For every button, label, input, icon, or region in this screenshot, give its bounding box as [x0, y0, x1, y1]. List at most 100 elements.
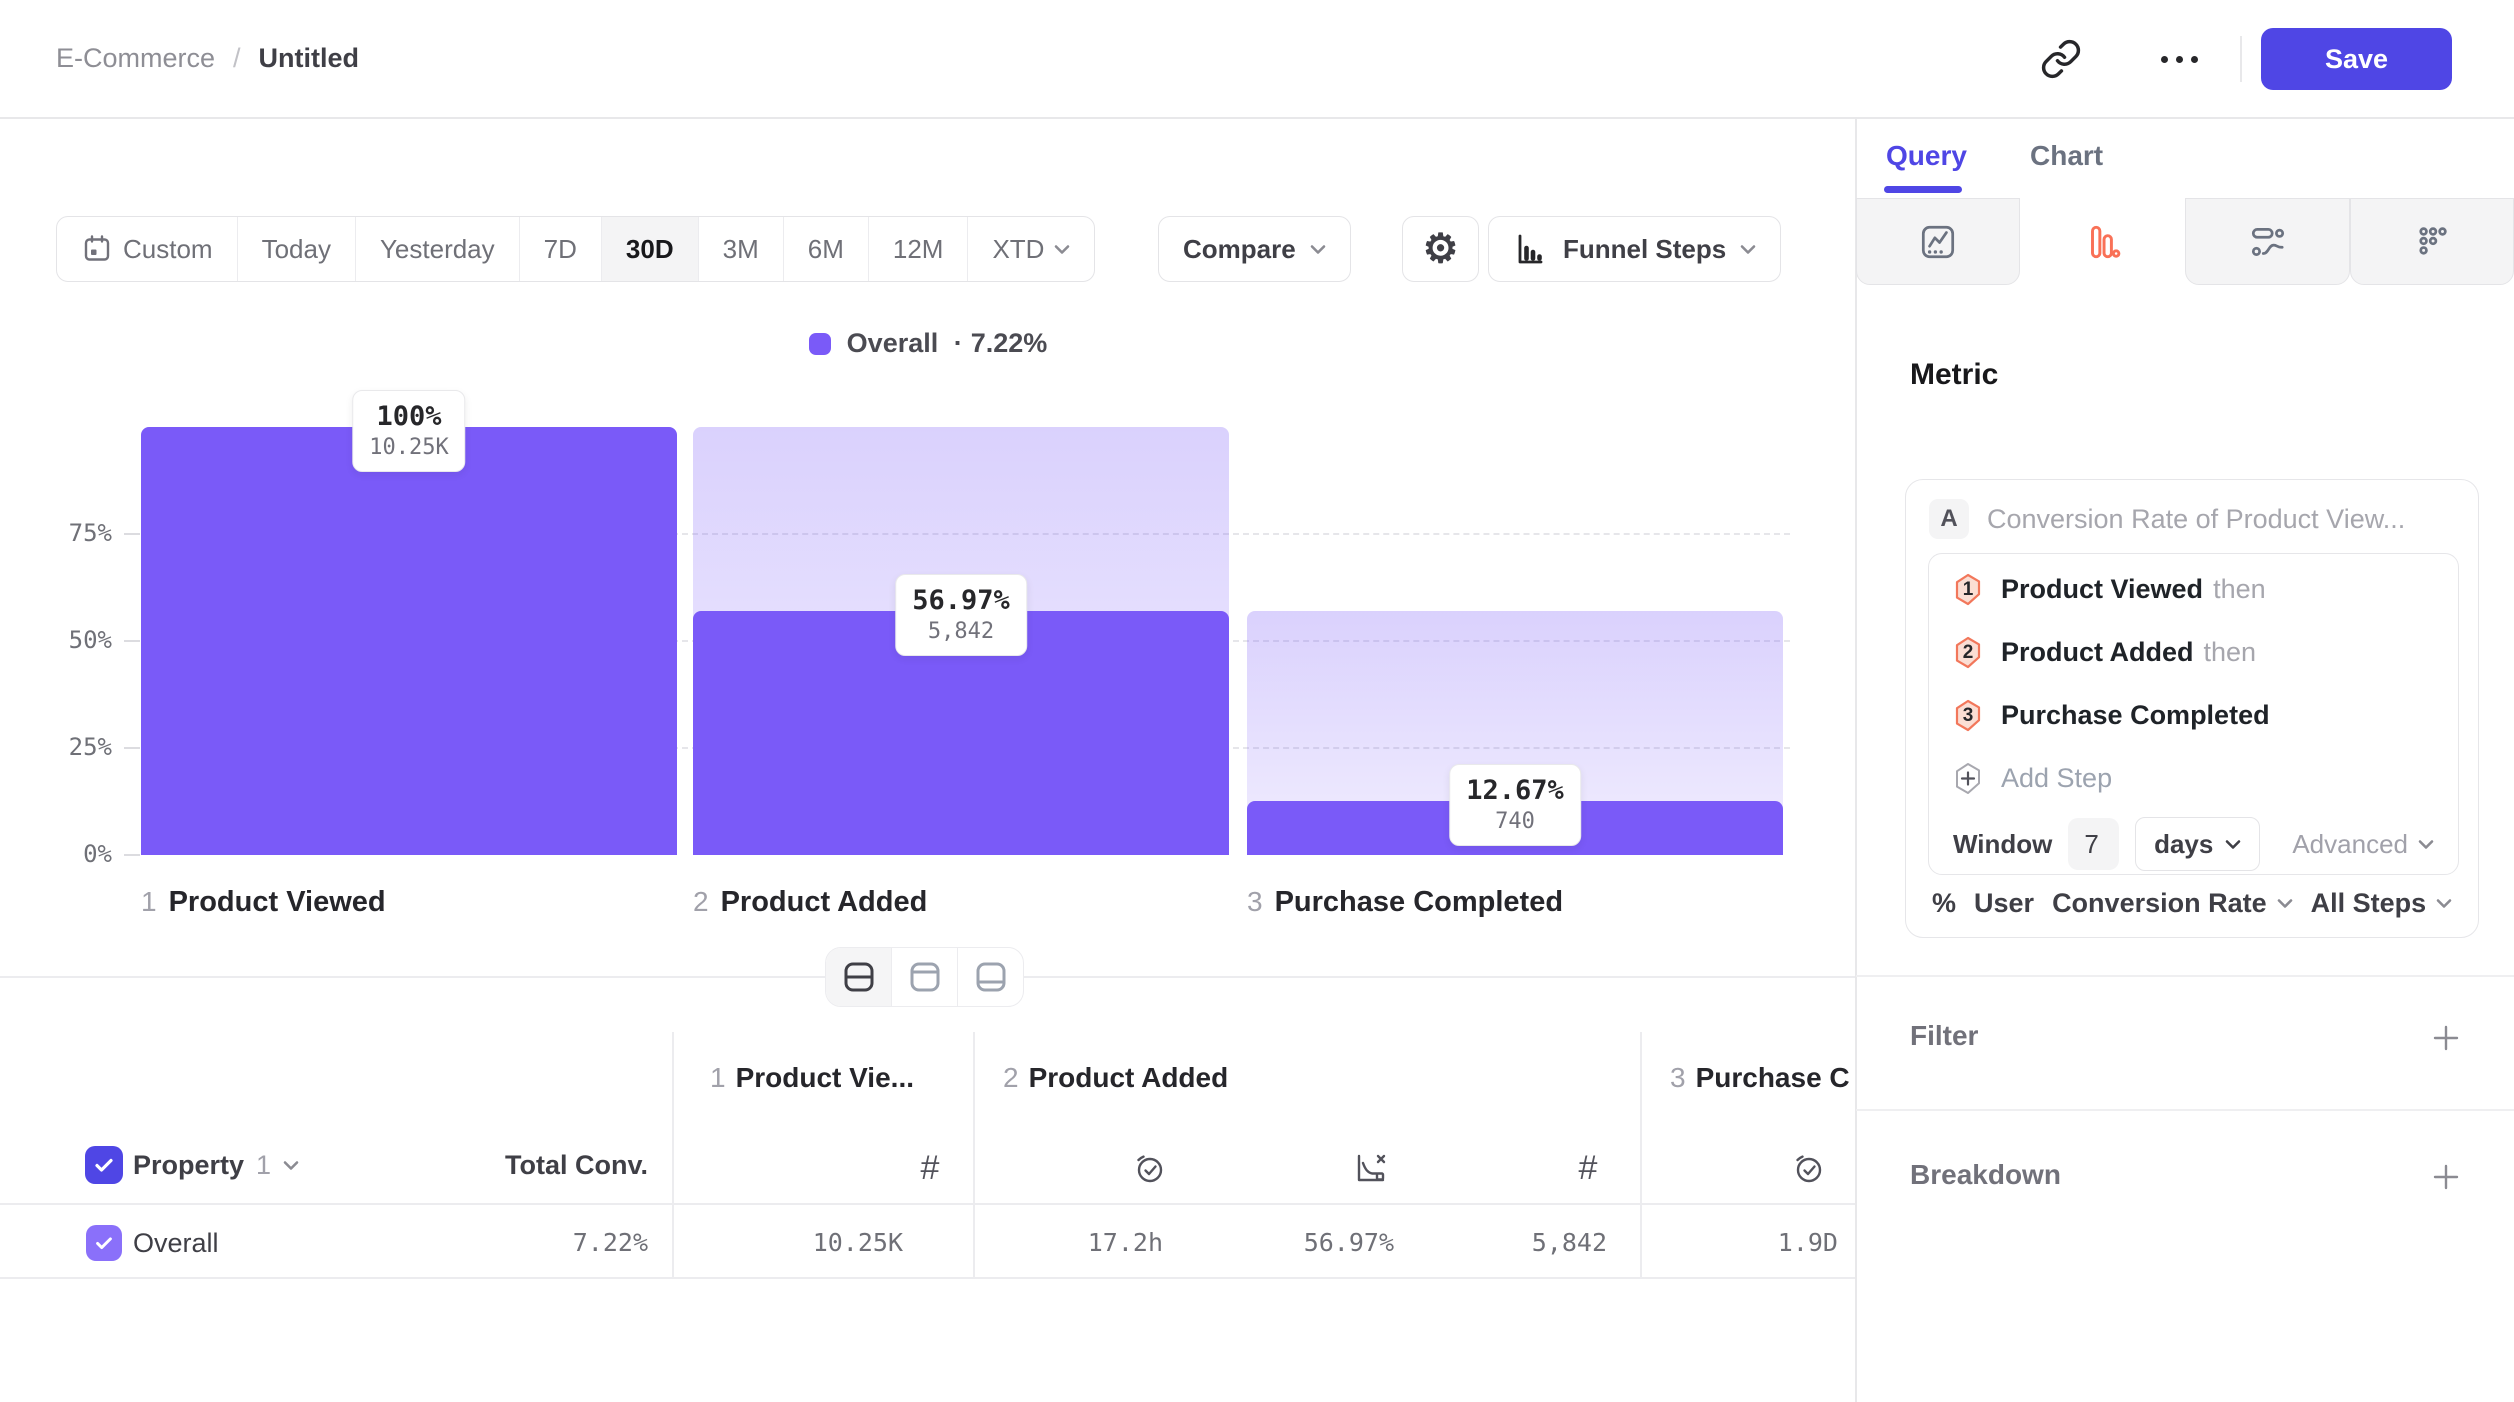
select-all-checkbox[interactable] [85, 1146, 123, 1184]
tab-chart[interactable]: Chart [2030, 140, 2104, 171]
percent-icon: % [1932, 888, 1957, 918]
chart-legend: Overall · 7.22% [0, 328, 1856, 359]
panel-border [1855, 118, 1857, 1402]
layout-split-button[interactable] [826, 948, 891, 1006]
series-badge: A [1929, 499, 1969, 539]
add-step-hexagon-icon [1953, 762, 1983, 796]
plus-icon [2433, 1025, 2459, 1051]
series-header[interactable]: A Conversion Rate of Product View... [1929, 499, 2405, 539]
split-view-icon [844, 962, 873, 992]
chart-type-flow[interactable] [2185, 198, 2350, 285]
breadcrumb-current[interactable]: Untitled [258, 42, 360, 73]
metric-type-selector[interactable]: Conversion Rate [2052, 888, 2293, 919]
bar-chart-icon [1518, 234, 1543, 264]
add-filter-button[interactable] [2426, 1018, 2466, 1058]
gear-icon: ⚙ [1422, 227, 1459, 271]
window-value-input[interactable]: 7 [2068, 818, 2120, 870]
date-range-group: Custom Today Yesterday 7D 30D 3M 6M 12M XTD [56, 216, 1096, 282]
time-to-convert-icon [1790, 1150, 1826, 1191]
advanced-toggle[interactable]: Advanced [2292, 829, 2434, 860]
date-range-12m[interactable]: 12M [867, 217, 968, 281]
metric-card: A Conversion Rate of Product View... 1 Pr… [1905, 479, 2479, 938]
funnel-bar-step1[interactable] [141, 427, 677, 855]
table-cell-value: 56.97% [1303, 1228, 1394, 1257]
table-border-h2 [0, 1277, 1856, 1279]
query-step-2[interactable]: 2 Product Added then [1953, 621, 2434, 684]
window-unit-select[interactable]: days [2135, 817, 2261, 871]
x-axis-step-label: 3 Purchase Completed [1247, 885, 1564, 918]
date-range-today[interactable]: Today [236, 217, 355, 281]
tab-query[interactable]: Query [1886, 140, 1967, 171]
measure-row: % User Conversion Rate All Steps [1932, 888, 2452, 919]
query-step-1[interactable]: 1 Product Viewed then [1953, 558, 2434, 621]
y-tick-label: 75% [68, 519, 112, 547]
panel-divider-1 [1856, 975, 2514, 977]
chart-type-funnel-selected[interactable] [2020, 198, 2185, 285]
date-range-custom[interactable]: Custom [57, 217, 237, 281]
more-options-button[interactable] [2146, 36, 2212, 82]
query-step-3[interactable]: 3 Purchase Completed [1953, 684, 2434, 747]
row-checkbox[interactable] [86, 1225, 122, 1261]
table-cell-value: 1.9D [1777, 1228, 1838, 1257]
table-border-h1 [0, 1203, 1856, 1205]
row-label: Overall [133, 1228, 219, 1258]
series-title: Conversion Rate of Product View... [1987, 503, 2406, 534]
date-range-3m[interactable]: 3M [697, 217, 783, 281]
bottom-view-icon [976, 962, 1005, 992]
metric-heading: Metric [1910, 358, 1999, 391]
bar-value-label: 100% 10.25K [352, 390, 466, 472]
calendar-icon [84, 235, 110, 261]
legend-label[interactable]: Overall · 7.22% [846, 328, 1048, 358]
table-cell-value: 17.2h [1087, 1228, 1163, 1257]
step-hexagon-badge: 3 [1953, 699, 1983, 733]
steps-scope-selector[interactable]: All Steps [2311, 888, 2453, 919]
chart-type-metrics[interactable] [1856, 198, 2020, 285]
panel-divider-2 [1856, 1109, 2514, 1111]
save-button[interactable]: Save [2261, 28, 2452, 90]
table-cell-value: 10.25K [812, 1228, 903, 1257]
date-range-yesterday[interactable]: Yesterday [354, 217, 519, 281]
topbar-divider [2240, 36, 2242, 82]
entity-selector[interactable]: User [1974, 888, 2035, 918]
breadcrumb-separator: / [233, 42, 241, 73]
top-view-icon [910, 962, 939, 992]
y-tick-label: 50% [68, 626, 112, 654]
column-header-step3: 3 Purchase C [1670, 1062, 1850, 1093]
date-range-6m[interactable]: 6M [782, 217, 868, 281]
layout-top-button[interactable] [891, 948, 957, 1006]
bar-value-label: 56.97% 5,842 [895, 574, 1027, 656]
chevron-down-icon [2226, 839, 2241, 849]
x-axis-step-label: 2 Product Added [693, 885, 928, 918]
check-icon [96, 1237, 112, 1250]
y-tick-mark [124, 533, 140, 535]
funnel-steps-card: 1 Product Viewed then 2 Product Added then 3 Pu… [1928, 553, 2459, 875]
column-header-step1: 1 Product Vie... [710, 1062, 914, 1093]
count-metric-icon: # [920, 1148, 940, 1187]
add-breakdown-button[interactable] [2426, 1157, 2466, 1197]
add-step-button[interactable]: Add Step [1953, 747, 2434, 810]
date-range-7d[interactable]: 7D [518, 217, 601, 281]
chevron-down-icon [1310, 244, 1326, 254]
chart-view-button[interactable]: Funnel Steps [1488, 216, 1782, 282]
share-link-button[interactable] [2038, 36, 2084, 82]
table-cell-value: 5,842 [1531, 1228, 1607, 1257]
property-selector[interactable]: Property 1 [133, 1138, 299, 1192]
chevron-down-icon [2418, 839, 2434, 849]
chart-settings-button[interactable]: ⚙ [1402, 216, 1479, 282]
layout-bottom-button[interactable] [957, 948, 1023, 1006]
time-to-convert-icon [1131, 1150, 1167, 1191]
breakdown-heading: Breakdown [1910, 1159, 2061, 1190]
table-border-v3 [1640, 1032, 1642, 1278]
retention-grid-icon [2419, 226, 2447, 255]
plus-icon [2433, 1164, 2459, 1190]
layout-toggle-group [825, 947, 1024, 1007]
legend-swatch[interactable] [808, 332, 831, 355]
y-tick-mark [124, 747, 140, 749]
breadcrumb-parent[interactable]: E-Commerce [56, 42, 216, 73]
funnel-step-list: 1 Product Viewed then 2 Product Added then 3 Pu… [1953, 558, 2434, 747]
date-range-30d[interactable]: 30D [600, 217, 698, 281]
date-range-xtd[interactable]: XTD [967, 217, 1094, 281]
chart-type-retention[interactable] [2350, 198, 2514, 285]
compare-button[interactable]: Compare [1158, 216, 1351, 282]
